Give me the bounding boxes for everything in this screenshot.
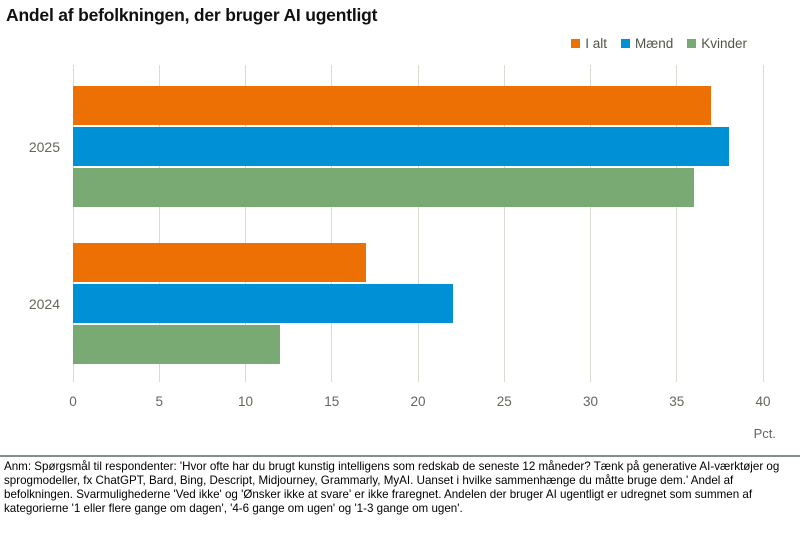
bar-2024-mænd — [73, 284, 453, 323]
footnote-text: Anm: Spørgsmål til respondenter: 'Hvor o… — [4, 460, 780, 515]
legend: I alt Mænd Kvinder — [571, 36, 747, 51]
plot-area — [72, 65, 764, 382]
bar-2025-mænd — [73, 127, 729, 166]
bar-2024-i-alt — [73, 243, 367, 282]
gridline-10 — [245, 65, 246, 382]
legend-label: Mænd — [634, 36, 674, 51]
legend-item-kvinder: Kvinder — [687, 36, 747, 51]
xtick-label-40: 40 — [755, 394, 771, 409]
xtick-label-30: 30 — [582, 394, 599, 409]
legend-swatch-icon — [687, 39, 697, 48]
category-label-2025: 2025 — [28, 138, 60, 155]
legend-label: Kvinder — [701, 36, 747, 51]
category-label-2024: 2024 — [28, 295, 60, 312]
xtick-label-10: 10 — [237, 394, 254, 409]
chart-title: Andel af befolkningen, der bruger AI uge… — [6, 5, 378, 25]
gridline-15 — [331, 65, 333, 382]
xtick-label-20: 20 — [410, 394, 426, 409]
bar-2025-i-alt — [73, 86, 712, 125]
gridline-30 — [590, 65, 591, 382]
gridline-5 — [158, 65, 160, 382]
xtick-label-15: 15 — [324, 394, 340, 409]
gridline-20 — [417, 65, 419, 382]
gridline-40 — [762, 65, 764, 382]
gridline-0 — [72, 65, 74, 382]
legend-swatch-icon — [620, 39, 630, 48]
legend-swatch-icon — [571, 39, 581, 48]
bar-2024-kvinder — [73, 325, 280, 364]
axis-unit-label: Pct. — [753, 426, 776, 441]
xtick-label-25: 25 — [496, 394, 512, 409]
xtick-label-35: 35 — [669, 394, 685, 409]
gridline-25 — [503, 65, 505, 382]
legend-label: I alt — [585, 36, 607, 51]
separator-line — [0, 455, 800, 457]
legend-item-i-alt: I alt — [571, 36, 607, 51]
bar-2025-kvinder — [73, 168, 694, 207]
xtick-label-0: 0 — [69, 394, 77, 409]
xtick-label-5: 5 — [155, 394, 164, 409]
gridline-35 — [676, 65, 678, 382]
legend-item-mænd: Mænd — [620, 36, 674, 51]
